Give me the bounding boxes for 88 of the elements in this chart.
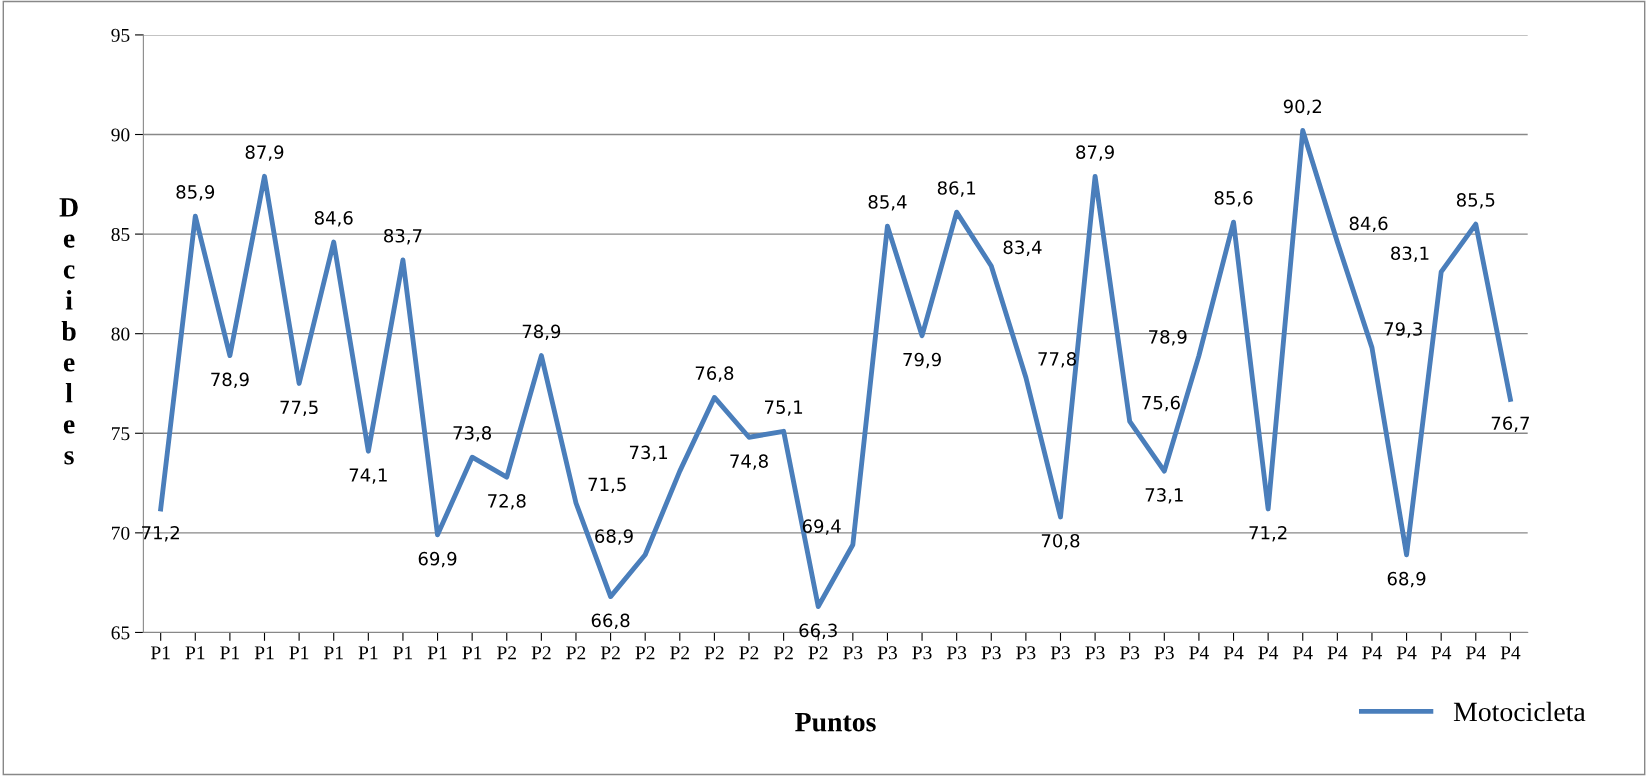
data-label: 85,6 — [1214, 191, 1253, 207]
x-tick-label: P4 — [1396, 646, 1417, 660]
data-label: 74,1 — [349, 468, 387, 484]
x-tick-label: P1 — [462, 646, 482, 660]
x-tick-label: P1 — [220, 646, 239, 660]
x-tick-label: P1 — [393, 646, 413, 660]
data-label: 84,6 — [314, 211, 353, 227]
x-tick-label: P4 — [1293, 646, 1313, 660]
data-label: 69,9 — [418, 551, 457, 568]
x-tick-label: P3 — [946, 646, 967, 660]
x-tick-label: P2 — [635, 646, 655, 660]
x-tick-label: P2 — [670, 646, 689, 660]
data-label: 79,9 — [903, 352, 941, 369]
data-label: 73,1 — [1145, 488, 1183, 504]
x-axis-title: Puntos — [795, 712, 876, 732]
data-label: 73,1 — [629, 445, 668, 462]
data-label: 71,2 — [142, 525, 179, 542]
data-label: 66,3 — [799, 623, 837, 640]
data-label: 73,8 — [453, 426, 492, 442]
y-tick-label: 90 — [111, 128, 130, 142]
x-tick-label: P4 — [1431, 646, 1452, 660]
legend-label: Motocicleta — [1453, 701, 1586, 722]
data-label: 76,8 — [695, 366, 734, 382]
data-label: 90,2 — [1283, 99, 1322, 115]
data-label: 84,6 — [1349, 216, 1388, 233]
data-label: 76,7 — [1491, 416, 1529, 432]
data-label: 72,8 — [488, 494, 526, 510]
x-tick-label: P2 — [773, 646, 793, 660]
x-tick-label: P3 — [1154, 646, 1174, 660]
y-tick-label: 75 — [112, 427, 130, 441]
x-tick-label: P1 — [358, 646, 378, 660]
x-tick-label: P2 — [808, 646, 828, 660]
data-label: 77,5 — [280, 400, 318, 416]
data-label: 79,3 — [1384, 322, 1422, 338]
x-tick-label: P2 — [566, 646, 586, 660]
x-tick-label: P4 — [1189, 646, 1209, 660]
data-label: 66,8 — [591, 613, 630, 630]
x-tick-label: P2 — [739, 646, 759, 660]
x-tick-label: P3 — [877, 646, 897, 660]
x-tick-label: P1 — [150, 646, 170, 660]
data-label: 86,1 — [937, 181, 976, 197]
x-tick-label: P3 — [1085, 646, 1105, 660]
y-tick-label: 95 — [111, 28, 130, 42]
data-label: 83,1 — [1391, 246, 1429, 262]
data-label: 78,9 — [522, 324, 561, 341]
data-label: 70,8 — [1041, 533, 1080, 550]
y-tick-label: 80 — [111, 327, 130, 341]
x-tick-label: P4 — [1362, 646, 1382, 660]
data-label: 78,9 — [211, 372, 249, 389]
x-tick-label: P4 — [1466, 646, 1486, 660]
data-label: 71,5 — [588, 477, 626, 493]
data-label: 71,2 — [1249, 525, 1287, 542]
data-label: 87,9 — [1076, 145, 1114, 161]
x-tick-label: P4 — [1327, 646, 1348, 660]
data-label: 85,5 — [1456, 193, 1495, 209]
x-tick-label: P3 — [843, 646, 863, 660]
x-tick-label: P2 — [600, 646, 620, 660]
x-tick-label: P3 — [1016, 646, 1036, 660]
x-tick-label: P3 — [1050, 646, 1070, 660]
x-tick-label: P1 — [427, 646, 447, 660]
data-label: 83,7 — [384, 228, 422, 245]
data-label: 68,9 — [595, 529, 633, 545]
data-label: 75,1 — [765, 400, 803, 416]
x-tick-label: P2 — [497, 646, 516, 660]
y-tick-label: 70 — [112, 526, 130, 540]
data-label: 68,9 — [1387, 571, 1426, 588]
y-tick-label: 85 — [111, 227, 130, 242]
text: Decibeles — [59, 198, 78, 465]
x-tick-label: P4 — [1500, 646, 1521, 660]
data-label: 87,9 — [245, 145, 284, 161]
x-tick-label: P1 — [289, 646, 309, 660]
data-label: 75,6 — [1142, 395, 1180, 412]
x-tick-label: P3 — [912, 646, 932, 660]
y-tick-label: 65 — [111, 626, 130, 640]
x-tick-label: P1 — [324, 646, 343, 660]
data-label: 85,9 — [176, 185, 215, 201]
data-label: 74,8 — [730, 454, 768, 470]
x-tick-label: P2 — [704, 646, 724, 660]
data-label: 85,4 — [868, 195, 907, 211]
x-tick-label: P2 — [531, 646, 551, 660]
x-tick-label: P1 — [185, 646, 205, 660]
x-tick-label: P1 — [254, 646, 274, 660]
x-tick-label: P4 — [1223, 646, 1244, 660]
x-tick-label: P3 — [1120, 646, 1140, 660]
data-label: 78,9 — [1149, 330, 1187, 346]
x-tick-label: P3 — [981, 646, 1001, 660]
data-label: 83,4 — [1003, 240, 1042, 256]
x-tick-label: P4 — [1258, 646, 1279, 660]
